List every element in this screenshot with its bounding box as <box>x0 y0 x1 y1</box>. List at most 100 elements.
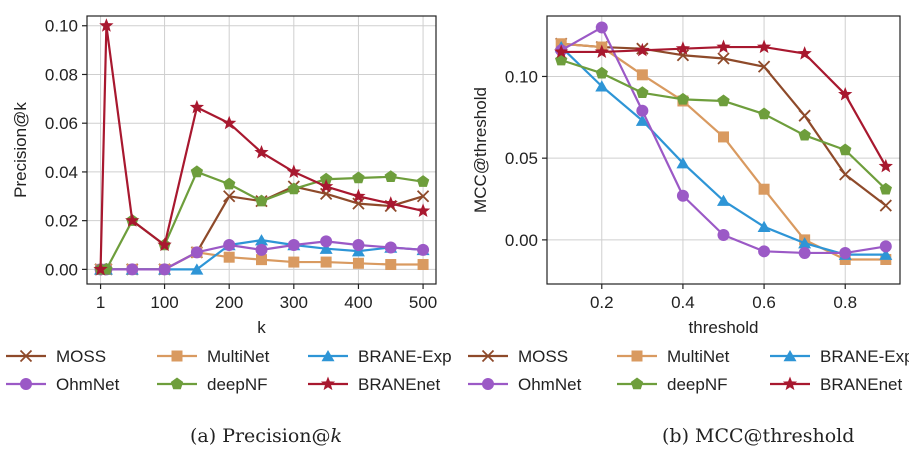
caption-text: (a) Precision@ <box>190 425 331 447</box>
y-axis-label: MCC@threshold <box>471 87 490 213</box>
y-tick-label: 0.08 <box>45 65 78 84</box>
legend-label: deepNF <box>207 375 267 394</box>
data-point <box>595 21 608 34</box>
data-point <box>717 194 730 206</box>
legend-item-branenet: BRANEnet <box>308 375 440 394</box>
data-point <box>717 228 730 241</box>
data-point <box>676 49 690 62</box>
data-point <box>716 39 731 54</box>
caption: (b) MCC@threshold <box>662 425 854 447</box>
series-line <box>99 24 424 270</box>
legend-label: deepNF <box>667 375 727 394</box>
data-point <box>797 46 812 60</box>
y-tick-label: 0.00 <box>45 260 78 279</box>
y-tick-label: 0.06 <box>45 114 78 133</box>
data-point <box>839 168 852 181</box>
series-deepnf <box>555 53 892 195</box>
x-tick-label: 1 <box>96 293 105 312</box>
data-point <box>223 190 236 203</box>
data-point <box>384 170 397 183</box>
data-point <box>757 60 771 73</box>
x-tick-label: 100 <box>150 293 178 312</box>
plot-frame <box>546 15 901 285</box>
data-point <box>352 171 365 184</box>
legend-marker <box>481 349 495 363</box>
data-point <box>416 175 430 187</box>
legend-marker <box>630 377 644 390</box>
data-point <box>676 189 689 202</box>
x-tick-label: 0.4 <box>671 293 695 312</box>
x-axis-label: threshold <box>689 318 759 337</box>
data-point <box>157 237 172 252</box>
legend-label: MOSS <box>56 347 106 366</box>
data-point <box>223 239 236 252</box>
x-tick-label: 0.8 <box>833 293 857 312</box>
data-point <box>554 44 569 59</box>
legend-marker <box>170 377 184 390</box>
legend: MOSS MultiNet BRANE-Exp OhmNet deepNF BRANEne… <box>6 347 452 394</box>
caption-text: (b) MCC@threshold <box>662 425 854 447</box>
legend-item-brane-exp: BRANE-Exp <box>308 347 452 366</box>
legend-marker <box>20 378 32 390</box>
data-point <box>255 243 268 256</box>
legend-item-multinet: MultiNet <box>157 347 270 366</box>
data-point <box>879 182 892 195</box>
data-point <box>417 259 429 271</box>
data-point <box>287 182 300 195</box>
legend-label: BRANE-Exp <box>820 347 909 366</box>
data-point <box>878 158 893 173</box>
data-point <box>879 248 893 260</box>
legend-marker <box>320 376 336 391</box>
data-point <box>352 257 364 269</box>
x-tick-label: 0.2 <box>590 293 614 312</box>
data-point <box>415 203 431 217</box>
data-point <box>222 115 237 130</box>
data-point <box>256 254 267 266</box>
data-point <box>635 114 649 126</box>
legend-item-multinet: MultiNet <box>617 347 730 366</box>
data-point <box>254 144 269 159</box>
data-point <box>319 242 333 254</box>
x-tick-label: 300 <box>280 293 308 312</box>
data-point <box>636 104 649 117</box>
legend-item-moss: MOSS <box>6 347 106 366</box>
y-tick-label: 0.10 <box>505 67 538 86</box>
data-point <box>190 165 204 178</box>
data-point <box>255 234 268 246</box>
data-point <box>758 245 771 258</box>
data-point <box>125 213 140 227</box>
data-point <box>352 239 365 252</box>
data-point <box>635 42 650 57</box>
data-point <box>595 66 608 79</box>
data-point <box>717 94 730 107</box>
data-point <box>594 44 609 59</box>
data-point <box>636 86 649 99</box>
data-point <box>126 263 139 276</box>
y-axis-label: Precision@k <box>11 102 30 198</box>
data-point <box>223 251 235 263</box>
data-point <box>879 240 892 253</box>
series-moss <box>555 37 892 212</box>
data-point <box>798 237 812 249</box>
x-tick-label: 0.6 <box>752 293 776 312</box>
legend-label: BRANEnet <box>358 375 440 394</box>
data-point <box>798 109 811 122</box>
y-tick-label: 0.04 <box>45 163 78 182</box>
y-tick-label: 0.00 <box>505 231 538 250</box>
data-point <box>99 18 114 32</box>
data-point <box>189 99 204 114</box>
data-point <box>757 220 771 233</box>
legend-marker <box>321 350 335 362</box>
legend-label: MOSS <box>518 347 568 366</box>
y-tick-label: 0.02 <box>45 212 78 231</box>
data-point <box>839 246 852 259</box>
legend: MOSS MultiNet BRANE-Exp OhmNet deepNF BRANEne… <box>468 347 909 394</box>
data-point <box>319 179 334 193</box>
data-point <box>676 157 690 169</box>
data-point <box>839 143 852 156</box>
legend-label: OhmNet <box>518 375 582 394</box>
legend-item-ohmnet: OhmNet <box>468 375 582 394</box>
plot-frame <box>86 15 437 285</box>
legend-item-deepnf: deepNF <box>157 375 267 394</box>
